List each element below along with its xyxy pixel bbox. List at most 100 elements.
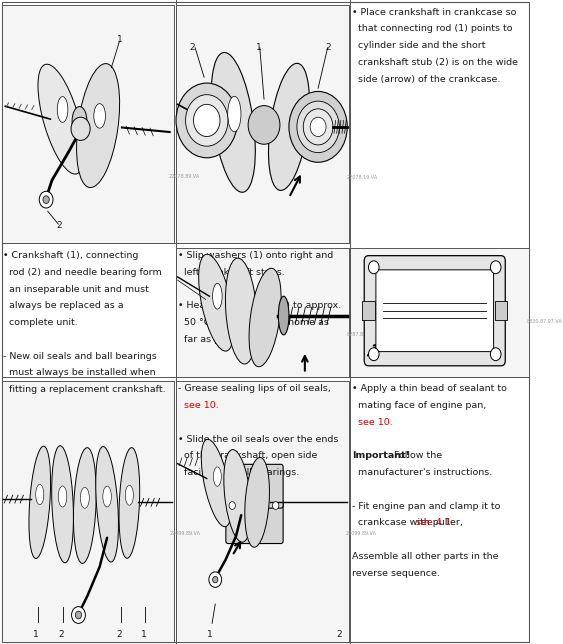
Ellipse shape — [278, 296, 289, 335]
Ellipse shape — [38, 64, 84, 174]
Text: 2: 2 — [337, 630, 342, 639]
Text: 8830.87.97.VA: 8830.87.97.VA — [526, 319, 562, 324]
Text: 22099.89.VA: 22099.89.VA — [169, 531, 200, 536]
Text: 1: 1 — [141, 630, 146, 639]
Ellipse shape — [35, 484, 44, 505]
Text: facing the ball bearings.: facing the ball bearings. — [177, 468, 299, 477]
Circle shape — [368, 261, 379, 274]
Ellipse shape — [249, 269, 281, 366]
Text: - New oil seals and ball bearings: - New oil seals and ball bearings — [3, 352, 157, 361]
Bar — [176, 5, 349, 243]
Text: 1: 1 — [117, 35, 122, 44]
Bar — [176, 248, 349, 377]
Ellipse shape — [59, 486, 67, 507]
Text: must always be installed when: must always be installed when — [3, 368, 156, 377]
Bar — [176, 381, 349, 642]
Circle shape — [229, 502, 235, 509]
Text: - Fit engine pan and clamp it to: - Fit engine pan and clamp it to — [352, 502, 501, 511]
Text: 1: 1 — [207, 630, 212, 639]
Text: see 4.1.: see 4.1. — [415, 518, 453, 527]
Circle shape — [194, 104, 220, 137]
Text: 22078.89.VA: 22078.89.VA — [168, 174, 200, 179]
Text: 50 °C and push them home as: 50 °C and push them home as — [177, 318, 328, 327]
Ellipse shape — [94, 104, 105, 128]
Ellipse shape — [119, 448, 140, 558]
Circle shape — [272, 502, 279, 509]
Circle shape — [490, 348, 501, 361]
Text: that connecting rod (1) points to: that connecting rod (1) points to — [352, 24, 512, 33]
FancyBboxPatch shape — [226, 500, 283, 544]
Text: • Crankshaft (1), connecting: • Crankshaft (1), connecting — [3, 251, 138, 260]
Circle shape — [39, 191, 53, 208]
Ellipse shape — [199, 254, 234, 351]
Ellipse shape — [245, 457, 270, 547]
Ellipse shape — [72, 107, 87, 136]
Text: see 10.: see 10. — [352, 418, 393, 427]
Text: crankshaft stub (2) is on the wide: crankshaft stub (2) is on the wide — [352, 58, 518, 67]
Bar — [2, 381, 175, 642]
Text: reverse sequence.: reverse sequence. — [352, 569, 440, 578]
Ellipse shape — [103, 486, 111, 507]
Text: of the crankshaft, open side: of the crankshaft, open side — [177, 451, 317, 460]
Text: Assemble all other parts in the: Assemble all other parts in the — [352, 552, 499, 561]
FancyBboxPatch shape — [226, 464, 283, 508]
Text: 1: 1 — [33, 630, 39, 639]
Text: • Slide the oil seals over the ends: • Slide the oil seals over the ends — [177, 435, 338, 444]
Circle shape — [248, 106, 280, 144]
Circle shape — [43, 196, 50, 204]
Text: • Slip washers (1) onto right and: • Slip washers (1) onto right and — [177, 251, 333, 260]
Circle shape — [71, 117, 90, 140]
Ellipse shape — [96, 446, 118, 562]
Circle shape — [72, 607, 86, 623]
Circle shape — [289, 91, 347, 162]
Ellipse shape — [213, 283, 222, 309]
Text: Follow the: Follow the — [388, 451, 442, 460]
Ellipse shape — [269, 63, 310, 191]
Text: mating face of engine pan,: mating face of engine pan, — [352, 401, 486, 410]
Text: an inseparable unit and must: an inseparable unit and must — [3, 285, 149, 294]
Text: 2: 2 — [59, 630, 64, 639]
Text: manufacturer's instructions.: manufacturer's instructions. — [352, 468, 492, 477]
Text: 8287.81.91.VA: 8287.81.91.VA — [346, 332, 382, 337]
Text: rod (2) and needle bearing form: rod (2) and needle bearing form — [3, 268, 162, 277]
FancyBboxPatch shape — [364, 256, 505, 366]
Circle shape — [368, 348, 379, 361]
Circle shape — [75, 611, 82, 619]
Ellipse shape — [52, 446, 73, 563]
Text: side (arrow) of the crankcase.: side (arrow) of the crankcase. — [352, 75, 501, 84]
Circle shape — [490, 261, 501, 274]
Circle shape — [176, 83, 238, 158]
Text: - Grease sealing lips of oil seals,: - Grease sealing lips of oil seals, — [177, 384, 330, 393]
Text: see 10.: see 10. — [177, 401, 218, 410]
Text: left crankshaft stubs.: left crankshaft stubs. — [177, 268, 284, 277]
Text: • Place crankshaft in crankcase so: • Place crankshaft in crankcase so — [352, 8, 516, 17]
Ellipse shape — [213, 467, 221, 486]
Text: fitting a replacement crankshaft.: fitting a replacement crankshaft. — [3, 385, 166, 394]
FancyBboxPatch shape — [376, 270, 494, 352]
Bar — [350, 248, 529, 377]
Circle shape — [213, 576, 218, 583]
Text: 2: 2 — [190, 43, 195, 52]
Text: 2: 2 — [117, 630, 122, 639]
Text: complete unit.: complete unit. — [3, 318, 78, 327]
Ellipse shape — [202, 439, 231, 527]
Bar — [362, 301, 375, 321]
Circle shape — [310, 117, 326, 137]
Ellipse shape — [211, 52, 256, 193]
Circle shape — [297, 101, 339, 153]
Ellipse shape — [227, 96, 241, 132]
Text: far as possible.: far as possible. — [177, 335, 256, 344]
Text: 2: 2 — [325, 43, 331, 52]
Text: 22099.89.VA: 22099.89.VA — [346, 531, 377, 536]
Bar — [495, 301, 507, 321]
Ellipse shape — [29, 446, 51, 558]
Text: • Heat ball bearings (2) to approx.: • Heat ball bearings (2) to approx. — [177, 301, 341, 310]
Ellipse shape — [77, 64, 119, 187]
Text: cylinder side and the short: cylinder side and the short — [352, 41, 485, 50]
Bar — [2, 5, 175, 243]
Ellipse shape — [81, 488, 90, 508]
Text: 1: 1 — [256, 43, 261, 52]
Text: • Apply a thin bead of sealant to: • Apply a thin bead of sealant to — [352, 384, 507, 393]
Ellipse shape — [57, 97, 68, 122]
Circle shape — [186, 95, 228, 146]
